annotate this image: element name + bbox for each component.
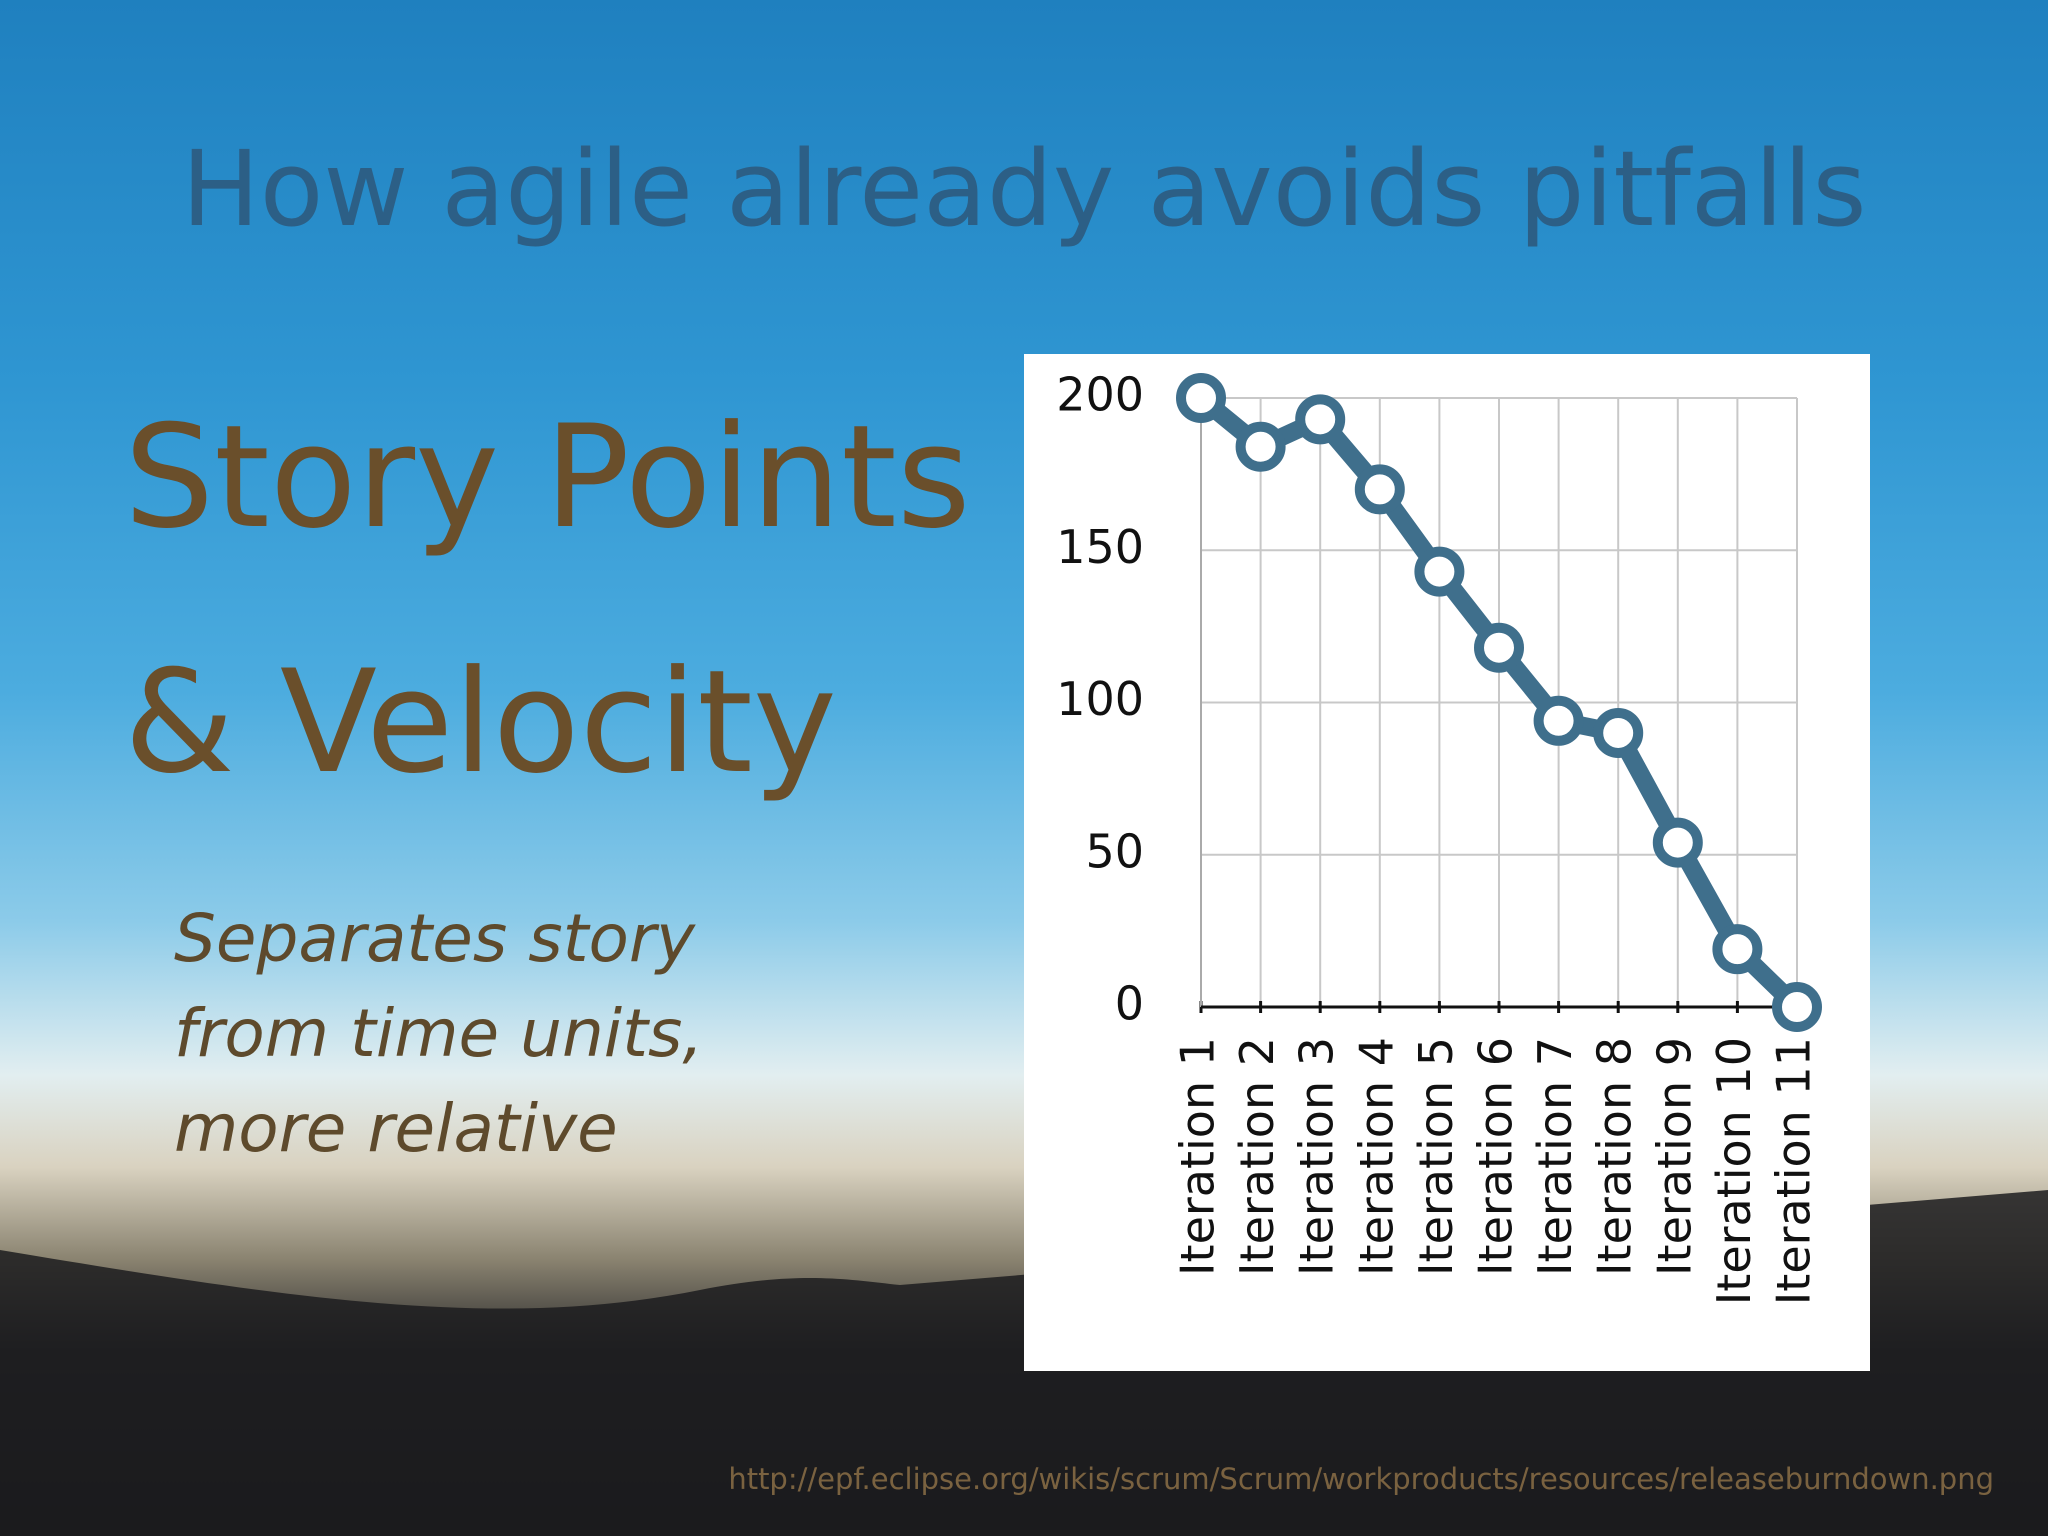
point [1533,695,1584,746]
x-tick-label: Iteration 4 [1349,1037,1403,1276]
point [1235,421,1286,472]
heading-line: & Velocity [124,640,837,805]
point [1652,817,1703,868]
y-tick-label: 0 [1115,977,1144,1031]
y-tick-label: 150 [1056,520,1144,574]
slide-title: How agile already avoids pitfalls [181,128,1867,250]
point [1295,394,1346,445]
point [1176,373,1226,423]
y-tick-label: 50 [1085,824,1144,878]
point [1474,622,1524,673]
point [1414,546,1465,597]
y-tick-label: 100 [1056,672,1144,726]
chart-background [1024,354,1870,1371]
subtext-line: more relative [174,1090,618,1167]
x-tick-label: Iteration 9 [1647,1037,1701,1276]
x-tick-label: Iteration 1 [1171,1037,1225,1276]
x-tick-label: Iteration 8 [1588,1037,1642,1276]
y-tick-label: 200 [1056,368,1144,422]
point [1712,924,1763,975]
point [1593,707,1644,758]
x-tick-label: Iteration 2 [1230,1037,1284,1276]
x-tick-label: Iteration 7 [1528,1037,1582,1276]
subtext-line: Separates story [174,900,696,977]
heading-line: Story Points [124,395,971,560]
subtext-line: from time units, [174,995,704,1072]
x-tick-label: Iteration 5 [1409,1037,1463,1276]
point [1772,982,1822,1032]
source-link: http://epf.eclipse.org/wikis/scrum/Scrum… [728,1462,1994,1496]
x-tick-label: Iteration 6 [1469,1037,1523,1276]
x-tick-label: Iteration 11 [1767,1037,1821,1305]
x-tick-label: Iteration 3 [1290,1037,1344,1276]
x-tick-label: Iteration 10 [1707,1037,1761,1305]
point [1354,464,1405,515]
